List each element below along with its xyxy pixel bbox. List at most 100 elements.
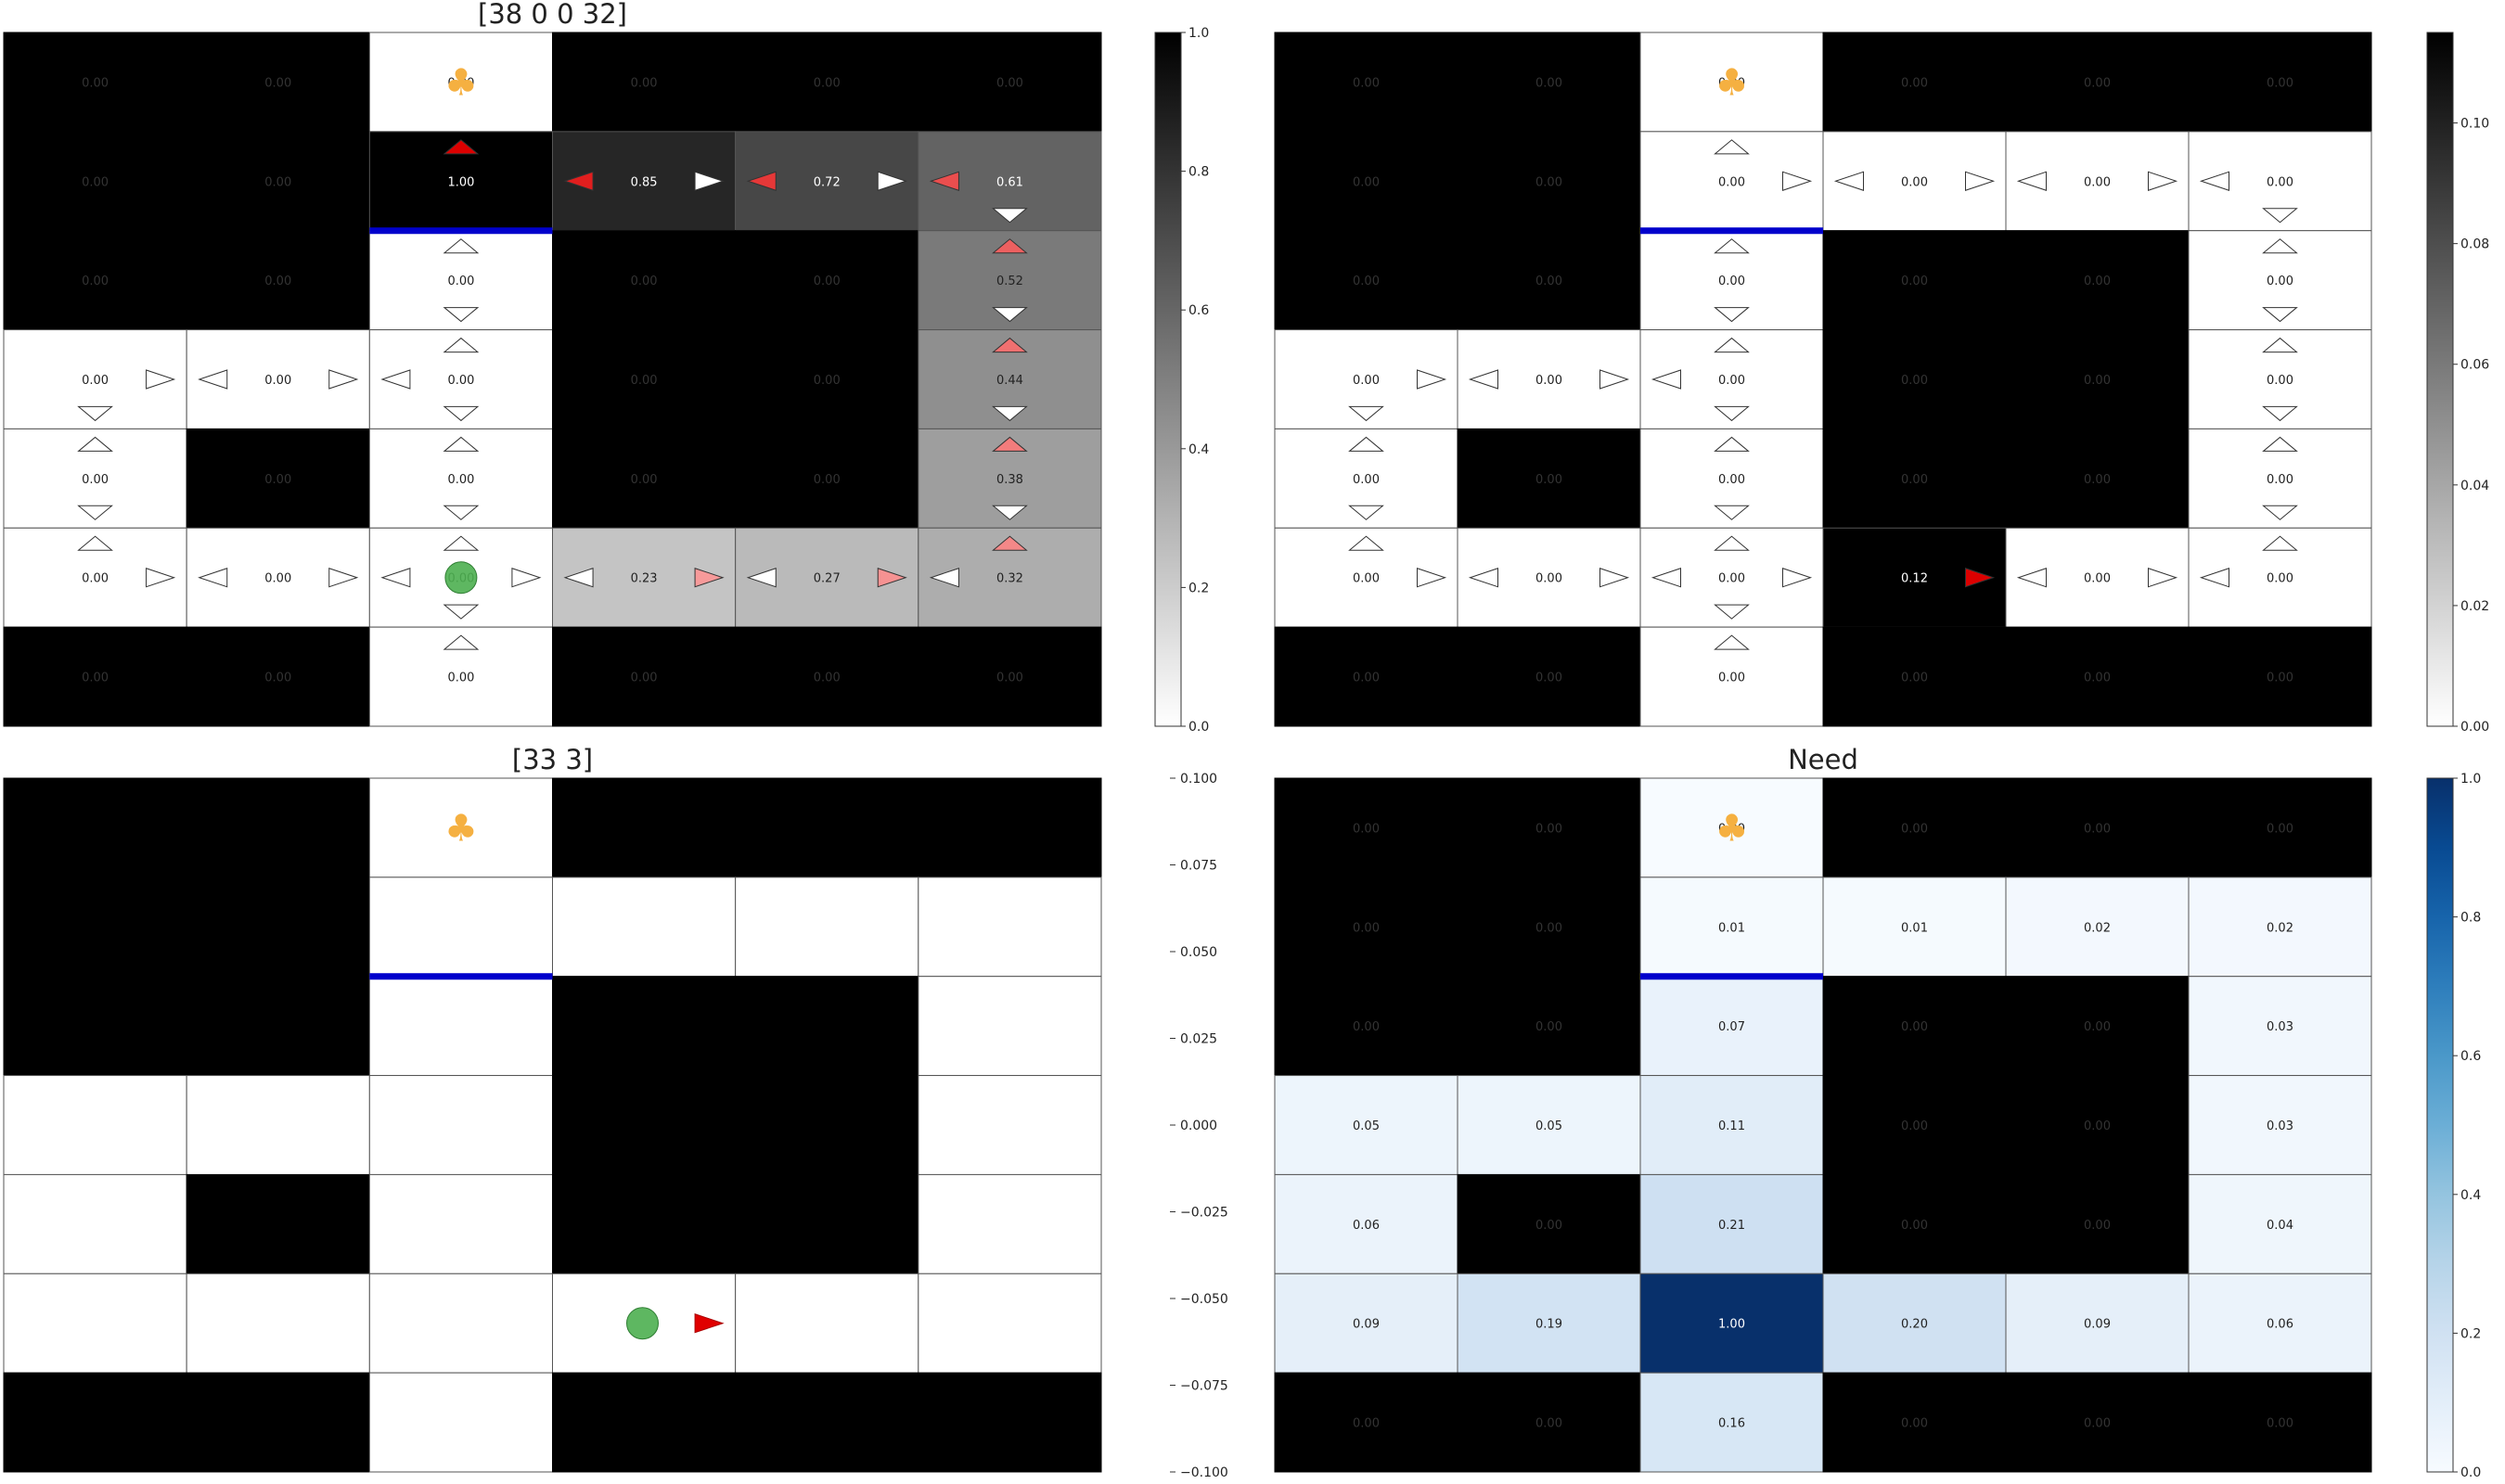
grid-cell	[368, 1075, 554, 1175]
wall-cell	[735, 1173, 919, 1274]
action-arrow	[328, 369, 359, 390]
cell-value: 0.00	[82, 473, 109, 487]
colorbar-tick-label: 0.4	[1188, 442, 1209, 457]
cell-value: 0.00	[264, 572, 291, 586]
wall-cell	[552, 976, 737, 1077]
action-arrow	[1714, 238, 1750, 254]
grid-cell	[918, 876, 1102, 978]
cell-value: 0.00	[1901, 374, 1928, 388]
cell-value: 0.00	[1901, 275, 1928, 288]
wall-cell	[1457, 876, 1641, 978]
wall-cell	[1822, 329, 2007, 429]
grid-cell	[2005, 1273, 2190, 1374]
cell-value: 0.00	[82, 275, 109, 288]
panel-title: [38 0 0 32]	[478, 0, 627, 30]
cell-value: 0.00	[82, 672, 109, 685]
action-arrow	[511, 568, 542, 588]
action-arrow	[1348, 535, 1384, 551]
cell-value: 0.09	[1353, 1318, 1380, 1332]
cell-value: 0.00	[447, 76, 474, 90]
cell-value: 0.00	[264, 473, 291, 487]
cell-value: 0.00	[2267, 1417, 2293, 1431]
wall-cell	[1457, 1372, 1641, 1473]
cell-value: 0.61	[996, 175, 1023, 189]
grid-cell	[1822, 876, 2007, 978]
colorbar-tick-label: 0.050	[1180, 945, 1217, 960]
grid-cell	[735, 876, 919, 978]
grid-cell	[3, 1173, 187, 1274]
action-arrow	[877, 568, 907, 588]
cell-value: 0.00	[1353, 822, 1380, 836]
agent-marker	[626, 1307, 659, 1340]
wall-cell	[1457, 1173, 1641, 1274]
colorbar-tick-label: 0.10	[2460, 117, 2489, 132]
goal-club-icon: ♣	[444, 61, 478, 104]
panel-title: [33 3]	[512, 744, 593, 775]
cell-value: 0.00	[1718, 672, 1745, 685]
colorbar-tick-label: 0.000	[1180, 1119, 1217, 1133]
colorbar-tick-label: −0.075	[1180, 1379, 1228, 1394]
cell-value: 0.00	[447, 374, 474, 388]
cell-value: 0.07	[1718, 1020, 1745, 1034]
cell-value: 1.00	[447, 175, 474, 189]
wall-cell	[1274, 1372, 1458, 1473]
wall-cell	[552, 329, 737, 429]
grid-cell	[1274, 1075, 1458, 1175]
grid-cell	[735, 1273, 919, 1374]
colorbar-tick-label: 0.4	[2460, 1188, 2481, 1203]
wall-cell	[735, 32, 919, 133]
cell-value: 0.00	[1535, 572, 1562, 586]
action-arrow	[1651, 568, 1681, 588]
cell-value: 0.05	[1353, 1119, 1380, 1133]
wall-cell	[1457, 428, 1641, 529]
cell-value: 0.00	[814, 76, 841, 90]
grid-cell	[368, 1173, 554, 1274]
action-arrow	[77, 535, 113, 551]
cell-value: 0.00	[2267, 572, 2293, 586]
action-arrow	[1714, 634, 1750, 650]
cell-value: 0.09	[2084, 1318, 2111, 1332]
cell-value: 0.20	[1901, 1318, 1928, 1332]
cell-value: 0.00	[2267, 175, 2293, 189]
action-arrow	[2148, 568, 2178, 588]
action-arrow	[1833, 171, 1864, 191]
action-arrow	[929, 171, 959, 191]
colorbar	[2426, 777, 2454, 1473]
cell-value: 0.06	[1353, 1219, 1380, 1233]
action-arrow	[2262, 436, 2298, 452]
action-arrow	[2262, 238, 2298, 254]
cell-value: 0.19	[1535, 1318, 1562, 1332]
cell-value: 0.00	[1353, 921, 1380, 935]
action-arrow	[77, 405, 113, 422]
cell-value: 0.85	[631, 175, 658, 189]
action-arrow	[694, 171, 725, 191]
cell-value: 0.00	[264, 275, 291, 288]
cell-value: 0.00	[2267, 374, 2293, 388]
wall-cell	[918, 32, 1102, 133]
action-arrow	[146, 369, 176, 390]
action-arrow	[1417, 568, 1447, 588]
wall-cell	[2005, 1372, 2190, 1473]
cell-value: 0.00	[82, 76, 109, 90]
colorbar-tick-label: 0.04	[2460, 479, 2489, 493]
action-arrow	[2199, 171, 2229, 191]
wall-cell	[1822, 32, 2007, 133]
cell-value: 0.00	[631, 275, 658, 288]
wall-cell	[918, 777, 1102, 878]
cell-value: 0.00	[447, 275, 474, 288]
grid-cell	[368, 1273, 554, 1374]
action-arrow	[198, 369, 228, 390]
wall-cell	[552, 428, 737, 529]
wall-cell	[552, 1075, 737, 1175]
wall-cell	[1274, 876, 1458, 978]
grid-cell	[186, 1273, 370, 1374]
grid-cell	[1274, 1273, 1458, 1374]
action-arrow	[1965, 568, 1996, 588]
cell-value: 0.00	[1353, 473, 1380, 487]
action-arrow	[1714, 405, 1750, 422]
colorbar-tick-label: 0.0	[1188, 720, 1209, 735]
cell-value: 0.00	[631, 76, 658, 90]
action-arrow	[1714, 505, 1750, 520]
wall-cell	[186, 876, 370, 978]
cell-value: 0.00	[631, 374, 658, 388]
